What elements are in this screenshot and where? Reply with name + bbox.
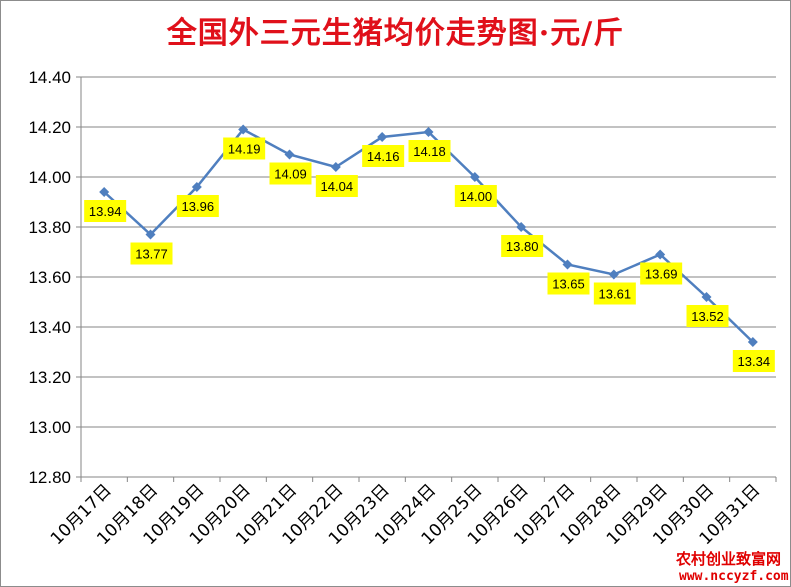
- y-tick-label: 12.80: [28, 468, 71, 487]
- data-label-bg: [269, 162, 312, 185]
- axes: [76, 76, 777, 482]
- data-labels: 13.94 13.77 13.96 14.19 14.09 14.04 14.16 14.18…: [84, 137, 775, 372]
- data-point: [516, 222, 527, 232]
- data-point: [191, 182, 202, 192]
- data-point: [469, 172, 480, 182]
- data-label: 13.69: [645, 267, 678, 282]
- data-label-bg: [547, 272, 590, 295]
- data-point: [701, 292, 712, 302]
- data-point: [145, 229, 156, 240]
- chart-title: 全国外三元生猪均价走势图·元/斤: [166, 16, 625, 51]
- data-label-bg: [315, 175, 358, 197]
- data-label-bg: [130, 242, 173, 265]
- data-point: [284, 149, 295, 160]
- y-tick-label: 14.00: [28, 168, 71, 187]
- data-label-bg: [501, 235, 544, 257]
- y-tick-label: 14.20: [28, 118, 71, 137]
- data-label-bg: [223, 137, 266, 160]
- x-axis-ticks: 10月17日10月18日10月19日10月20日10月21日10月22日10月2…: [47, 480, 764, 549]
- data-point: [238, 124, 249, 135]
- data-label: 14.04: [321, 179, 354, 194]
- data-point: [562, 259, 573, 270]
- data-label-bg: [454, 185, 497, 207]
- data-point: [330, 162, 341, 172]
- data-label-bg: [732, 350, 775, 372]
- y-tick-label: 13.00: [28, 418, 71, 437]
- data-point: [377, 132, 388, 142]
- data-point: [747, 337, 758, 347]
- data-label: 14.19: [228, 142, 261, 157]
- data-label-bg: [593, 282, 636, 305]
- data-label: 14.18: [413, 144, 446, 159]
- data-label: 13.34: [738, 354, 771, 369]
- data-label-bg: [84, 200, 127, 222]
- data-label: 13.80: [506, 239, 539, 254]
- data-label: 13.94: [89, 204, 122, 219]
- data-label: 14.16: [367, 149, 400, 164]
- watermark-url: www.nccyzf.com: [679, 569, 789, 584]
- data-label: 14.00: [460, 189, 493, 204]
- data-label-bg: [640, 262, 683, 285]
- data-label: 13.65: [552, 277, 585, 292]
- data-point: [608, 269, 619, 280]
- data-label: 14.09: [274, 167, 307, 182]
- y-tick-label: 13.20: [28, 368, 71, 387]
- y-tick-label: 13.60: [28, 268, 71, 287]
- data-label-bg: [362, 145, 405, 167]
- data-label-bg: [686, 305, 729, 327]
- data-label: 13.77: [135, 247, 168, 262]
- y-tick-label: 13.40: [28, 318, 71, 337]
- data-label: 13.52: [691, 309, 724, 324]
- data-point: [423, 127, 434, 137]
- y-axis-ticks: 12.80 13.00 13.20 13.40 13.60 13.80 14.00 14.20…: [28, 68, 71, 487]
- watermark-name: 农村创业致富网: [675, 550, 781, 568]
- data-label: 13.61: [599, 287, 632, 302]
- gridlines: [81, 76, 776, 478]
- watermark: 农村创业致富网 www.nccyzf.com: [675, 550, 789, 584]
- data-label: 13.96: [182, 199, 215, 214]
- data-markers: [99, 124, 758, 347]
- data-label-bg: [408, 140, 451, 162]
- data-point: [655, 249, 666, 260]
- y-tick-label: 14.40: [28, 68, 71, 87]
- data-point: [99, 187, 110, 197]
- data-label-bg: [176, 195, 219, 217]
- y-tick-label: 13.80: [28, 218, 71, 237]
